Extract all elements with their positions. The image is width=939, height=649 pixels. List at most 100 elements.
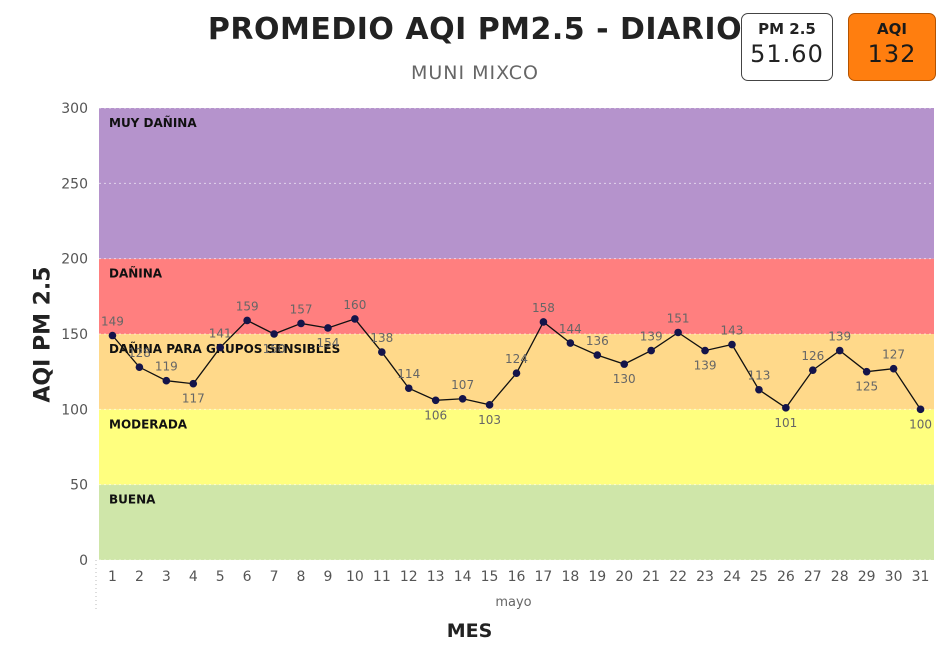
x-tick-label: 13 [427, 569, 445, 585]
data-point [593, 351, 602, 359]
data-point [431, 396, 440, 405]
x-tick-label: 17 [535, 569, 553, 585]
x-tick-label: 21 [642, 569, 660, 585]
pm25-card-value: 51.60 [750, 40, 824, 68]
y-tick-label: 200 [61, 252, 88, 268]
y-tick-label: 0 [79, 553, 88, 569]
data-label: 101 [774, 416, 797, 430]
x-tick-label: 23 [696, 569, 714, 585]
x-tick-label: 12 [400, 569, 418, 585]
data-point [270, 330, 278, 338]
y-tick-label: 250 [61, 176, 88, 192]
data-point [243, 316, 251, 325]
x-tick-label: 28 [831, 569, 849, 585]
data-point [539, 318, 548, 326]
data-label: 113 [747, 369, 770, 383]
data-point [566, 339, 575, 347]
x-tick-label: 24 [723, 569, 741, 585]
data-point [458, 394, 467, 403]
data-point [512, 369, 521, 377]
data-label: 127 [882, 348, 905, 362]
data-point [701, 346, 709, 355]
x-tick-label: 29 [858, 569, 876, 585]
data-point [485, 401, 494, 409]
data-point [162, 376, 171, 385]
x-axis-title: MES [446, 620, 493, 642]
x-tick-label: 5 [216, 569, 225, 585]
data-label: 128 [128, 346, 151, 360]
band-0 [99, 484, 934, 560]
data-label: 136 [586, 334, 609, 348]
x-tick-label: 19 [588, 569, 606, 585]
x-tick-label: 3 [162, 569, 171, 585]
data-point [378, 348, 386, 356]
data-point [324, 324, 332, 332]
data-label: 119 [155, 360, 178, 374]
x-tick-label: 8 [297, 569, 306, 585]
x-tick-label: 2 [135, 569, 144, 585]
x-tick-label: 16 [508, 569, 526, 585]
band-label: BUENA [109, 493, 156, 507]
pm25-card-label: PM 2.5 [758, 20, 816, 38]
data-label: 103 [478, 413, 501, 427]
x-tick-label: 18 [561, 569, 579, 585]
data-label: 143 [721, 324, 744, 338]
y-tick-label: 50 [70, 478, 88, 494]
data-label: 125 [855, 380, 878, 394]
x-tick-label: 4 [189, 569, 198, 585]
x-tick-label: 22 [669, 569, 687, 585]
data-label: 117 [182, 392, 205, 406]
data-label: 144 [559, 322, 582, 336]
data-point [835, 346, 844, 355]
data-label: 157 [290, 302, 313, 316]
x-tick-label: 9 [323, 569, 332, 585]
y-tick-label: 150 [61, 327, 88, 343]
data-point [862, 367, 871, 376]
x-tick-label: 11 [373, 569, 391, 585]
x-tick-label: 26 [777, 569, 795, 585]
band-label: DAÑINA PARA GRUPOS SENSIBLES [109, 341, 340, 356]
data-label: 150 [263, 342, 286, 356]
data-label: 158 [532, 301, 555, 315]
band-label: DAÑINA [109, 266, 163, 281]
y-tick-label: 100 [61, 402, 88, 418]
aqi-card-value: 132 [867, 40, 917, 68]
data-label: 160 [343, 298, 366, 312]
data-label: 139 [828, 330, 851, 344]
data-point [728, 340, 736, 349]
data-point [674, 328, 682, 337]
data-label: 141 [209, 327, 232, 341]
data-label: 159 [236, 299, 259, 313]
x-tick-label: 7 [270, 569, 279, 585]
data-point [889, 364, 898, 373]
band-1 [99, 409, 934, 485]
data-label: 100 [909, 417, 932, 431]
data-label: 154 [316, 336, 339, 350]
x-tick-label: 1 [108, 569, 117, 585]
data-label: 106 [424, 408, 447, 422]
data-point [351, 315, 359, 323]
pm25-card: PM 2.5 51.60 [741, 13, 833, 81]
x-tick-label: 30 [885, 569, 903, 585]
aqi-card: AQI 132 [848, 13, 936, 81]
data-point [782, 404, 790, 412]
data-point [755, 385, 763, 394]
data-label: 107 [451, 378, 474, 392]
chart-subtitle: MUNI MIXCO [410, 62, 539, 84]
data-point [216, 343, 225, 352]
data-label: 149 [101, 315, 124, 329]
data-label: 139 [694, 359, 717, 373]
band-label: MODERADA [109, 417, 188, 431]
data-point [647, 346, 655, 355]
x-tick-label: 14 [454, 569, 472, 585]
y-tick-label: 300 [61, 101, 88, 117]
data-label: 126 [801, 349, 824, 363]
x-axis-month: mayo [495, 595, 531, 610]
data-point [189, 379, 198, 388]
data-point [808, 366, 817, 374]
x-tick-label: 27 [804, 569, 822, 585]
data-point [297, 319, 305, 328]
x-tick-label: 15 [481, 569, 499, 585]
data-label: 138 [370, 331, 393, 345]
